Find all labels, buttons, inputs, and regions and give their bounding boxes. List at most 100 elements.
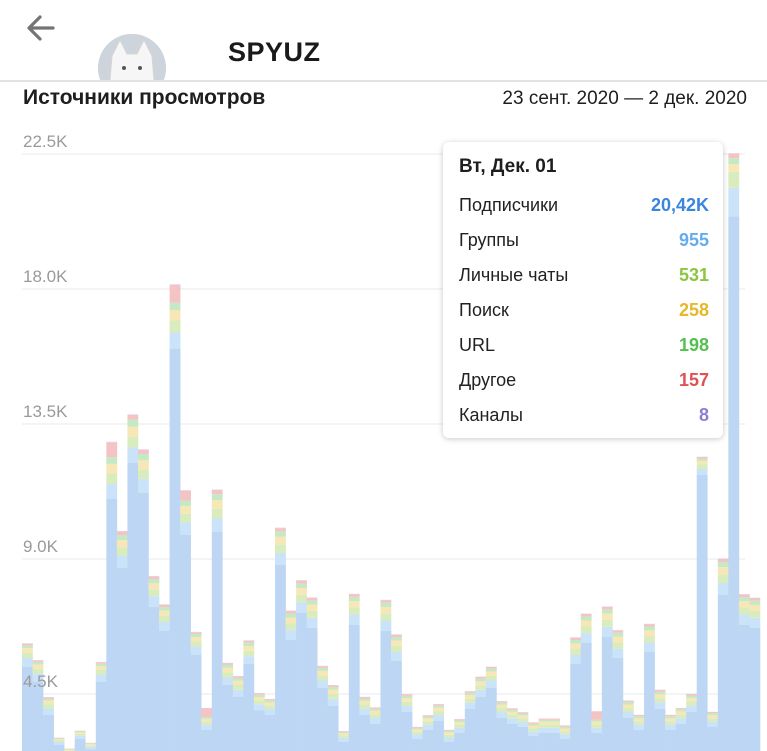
bar-segment[interactable] <box>43 697 54 699</box>
bar-segment[interactable] <box>296 613 307 751</box>
bar-segment[interactable] <box>222 677 234 686</box>
bar-segment[interactable] <box>201 717 213 719</box>
bar-segment[interactable] <box>391 646 402 652</box>
bar-segment[interactable] <box>570 637 582 640</box>
bar-segment[interactable] <box>253 704 265 711</box>
bar-segment[interactable] <box>654 689 666 692</box>
bar-segment[interactable] <box>85 749 97 751</box>
bar-segment[interactable] <box>612 632 624 637</box>
bar-segment[interactable] <box>443 730 455 731</box>
bar-segment[interactable] <box>654 702 666 709</box>
bar-segment[interactable] <box>538 727 550 733</box>
bar-segment[interactable] <box>675 708 687 710</box>
bar-stack[interactable] <box>180 490 191 751</box>
bar-segment[interactable] <box>496 701 508 703</box>
bar-segment[interactable] <box>327 687 339 690</box>
bar-segment[interactable] <box>391 661 402 751</box>
views-sources-chart[interactable]: 4.5K 9.0K 13.5K 18.0K 22.5K <box>0 130 767 751</box>
bar-stack[interactable] <box>654 689 666 751</box>
bar-stack[interactable] <box>275 527 286 751</box>
bar-segment[interactable] <box>485 688 497 751</box>
bar-segment[interactable] <box>506 709 518 712</box>
bar-segment[interactable] <box>327 698 339 706</box>
bar-segment[interactable] <box>749 610 761 618</box>
bar-segment[interactable] <box>749 604 761 611</box>
bar-segment[interactable] <box>201 724 213 730</box>
bar-segment[interactable] <box>612 648 624 658</box>
bar-segment[interactable] <box>243 646 255 651</box>
bar-segment[interactable] <box>675 718 687 724</box>
bar-stack[interactable] <box>85 742 97 751</box>
bar-segment[interactable] <box>306 604 318 611</box>
bar-segment[interactable] <box>369 710 381 715</box>
bar-segment[interactable] <box>665 730 676 751</box>
bar-segment[interactable] <box>127 415 139 420</box>
bar-segment[interactable] <box>127 414 139 415</box>
bar-segment[interactable] <box>275 565 286 751</box>
bar-stack[interactable] <box>738 594 750 751</box>
bar-segment[interactable] <box>127 463 139 751</box>
bar-segment[interactable] <box>338 731 350 733</box>
bar-segment[interactable] <box>190 655 202 751</box>
bar-segment[interactable] <box>211 508 223 519</box>
bar-segment[interactable] <box>296 580 307 584</box>
bar-segment[interactable] <box>601 626 613 637</box>
bar-segment[interactable] <box>43 715 54 751</box>
bar-segment[interactable] <box>253 694 265 697</box>
bar-segment[interactable] <box>159 631 170 751</box>
bar-segment[interactable] <box>665 715 676 717</box>
bar-segment[interactable] <box>717 562 729 568</box>
bar-segment[interactable] <box>22 643 33 646</box>
bar-segment[interactable] <box>622 712 634 718</box>
bar-segment[interactable] <box>622 704 634 709</box>
bar-segment[interactable] <box>728 187 740 217</box>
bar-segment[interactable] <box>369 707 381 709</box>
bar-segment[interactable] <box>53 742 65 745</box>
bar-segment[interactable] <box>137 478 149 493</box>
bar-segment[interactable] <box>369 708 381 711</box>
bar-segment[interactable] <box>159 607 170 611</box>
bar-segment[interactable] <box>380 613 392 621</box>
bar-stack[interactable] <box>633 714 645 751</box>
bar-stack[interactable] <box>137 449 149 751</box>
bar-segment[interactable] <box>106 457 118 464</box>
bar-segment[interactable] <box>696 460 708 465</box>
bar-segment[interactable] <box>232 676 244 679</box>
bar-stack[interactable] <box>169 284 181 751</box>
bar-segment[interactable] <box>580 633 592 643</box>
bar-segment[interactable] <box>412 727 423 728</box>
bar-segment[interactable] <box>443 734 455 738</box>
bar-segment[interactable] <box>22 648 33 653</box>
bar-segment[interactable] <box>222 672 234 678</box>
bar-segment[interactable] <box>95 666 107 670</box>
bar-segment[interactable] <box>222 663 234 665</box>
bar-stack[interactable] <box>644 623 655 751</box>
bar-segment[interactable] <box>348 601 360 608</box>
bar-segment[interactable] <box>675 711 687 715</box>
bar-segment[interactable] <box>222 667 234 673</box>
bar-segment[interactable] <box>201 708 213 718</box>
bar-segment[interactable] <box>43 698 54 701</box>
bar-segment[interactable] <box>601 609 613 614</box>
channel-avatar[interactable] <box>98 34 166 80</box>
bar-segment[interactable] <box>433 711 445 715</box>
bar-segment[interactable] <box>116 540 128 548</box>
bar-segment[interactable] <box>506 711 518 715</box>
bar-segment[interactable] <box>306 617 318 628</box>
bar-stack[interactable] <box>570 637 582 751</box>
bar-segment[interactable] <box>32 664 44 669</box>
bar-segment[interactable] <box>443 732 455 735</box>
bar-segment[interactable] <box>180 490 191 501</box>
bar-segment[interactable] <box>717 595 729 751</box>
bar-segment[interactable] <box>433 705 445 708</box>
bar-stack[interactable] <box>749 597 761 751</box>
bar-segment[interactable] <box>517 718 529 722</box>
bar-segment[interactable] <box>591 721 603 725</box>
bar-segment[interactable] <box>169 320 181 333</box>
bar-segment[interactable] <box>296 602 307 613</box>
bar-segment[interactable] <box>485 671 497 676</box>
bar-segment[interactable] <box>95 663 107 667</box>
bar-segment[interactable] <box>528 728 539 732</box>
bar-segment[interactable] <box>485 675 497 681</box>
bar-segment[interactable] <box>285 617 297 624</box>
